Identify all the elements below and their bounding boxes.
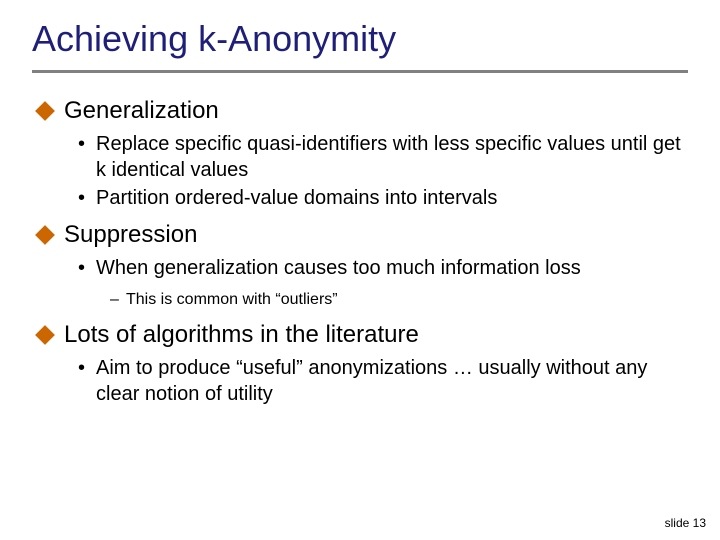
section-head: Suppression bbox=[34, 221, 688, 249]
section-head: Lots of algorithms in the literature bbox=[34, 321, 688, 349]
sub-bullet-item: This is common with “outliers” bbox=[110, 289, 688, 311]
diamond-bullet-icon bbox=[35, 325, 55, 345]
bullet-list: Aim to produce “useful” anonymizations …… bbox=[34, 355, 688, 407]
title-rule bbox=[32, 70, 688, 73]
slide-content: Generalization Replace specific quasi-id… bbox=[32, 97, 688, 407]
section-generalization: Generalization Replace specific quasi-id… bbox=[34, 97, 688, 211]
bullet-item: Aim to produce “useful” anonymizations …… bbox=[78, 355, 688, 407]
bullet-list: When generalization causes too much info… bbox=[34, 255, 688, 281]
bullet-item: When generalization causes too much info… bbox=[78, 255, 688, 281]
sub-bullet-list: This is common with “outliers” bbox=[34, 289, 688, 311]
slide-number: slide 13 bbox=[665, 516, 706, 530]
section-title: Generalization bbox=[64, 97, 219, 125]
section-algorithms: Lots of algorithms in the literature Aim… bbox=[34, 321, 688, 407]
bullet-item: Replace specific quasi-identifiers with … bbox=[78, 131, 688, 183]
section-head: Generalization bbox=[34, 97, 688, 125]
diamond-bullet-icon bbox=[35, 225, 55, 245]
section-title: Lots of algorithms in the literature bbox=[64, 321, 419, 349]
section-title: Suppression bbox=[64, 221, 197, 249]
diamond-bullet-icon bbox=[35, 101, 55, 121]
bullet-item: Partition ordered-value domains into int… bbox=[78, 185, 688, 211]
slide-title: Achieving k-Anonymity bbox=[32, 18, 688, 60]
slide: Achieving k-Anonymity Generalization Rep… bbox=[0, 0, 720, 540]
section-suppression: Suppression When generalization causes t… bbox=[34, 221, 688, 311]
bullet-list: Replace specific quasi-identifiers with … bbox=[34, 131, 688, 211]
